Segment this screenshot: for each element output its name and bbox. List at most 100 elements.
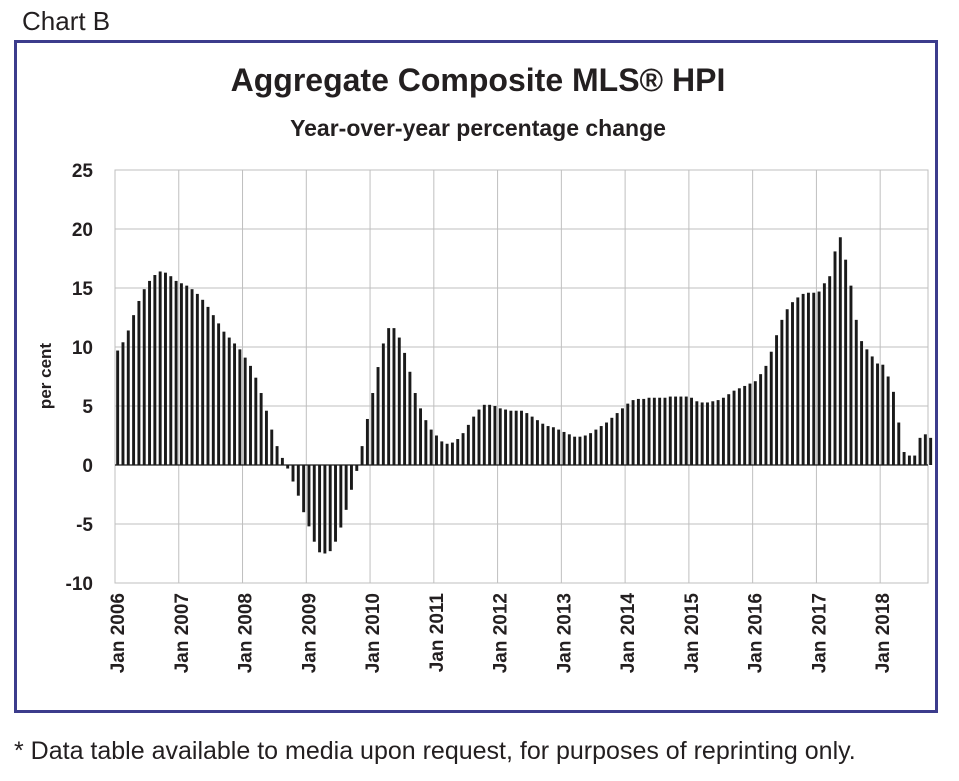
bar — [190, 289, 194, 465]
bar — [652, 397, 656, 465]
bar — [860, 341, 864, 465]
bar — [514, 410, 518, 465]
bar — [323, 465, 327, 554]
bar — [902, 452, 906, 465]
bar — [658, 397, 662, 465]
bar — [695, 401, 699, 465]
bar — [620, 408, 624, 465]
bar — [918, 437, 922, 465]
bar — [504, 409, 508, 465]
bar — [822, 283, 826, 465]
bar — [923, 434, 927, 465]
x-tick-label: Jan 2008 — [236, 593, 257, 673]
bar — [828, 276, 832, 465]
bar — [876, 363, 879, 465]
bar — [461, 433, 465, 465]
bar — [626, 403, 630, 465]
bar — [594, 429, 598, 465]
bar — [727, 394, 731, 465]
x-tick-label: Jan 2011 — [427, 593, 448, 673]
bar — [482, 404, 486, 465]
bar — [371, 393, 375, 465]
x-tick-label: Jan 2018 — [873, 593, 894, 673]
bar — [477, 409, 481, 465]
bar — [509, 410, 513, 465]
bar — [312, 465, 316, 542]
bar — [158, 271, 162, 465]
bar — [132, 315, 136, 465]
y-tick-label: 15 — [72, 279, 94, 300]
bar — [562, 431, 566, 465]
bar — [631, 400, 635, 465]
bar — [605, 422, 608, 465]
bar — [573, 436, 577, 465]
bar — [137, 300, 141, 465]
chart-frame — [14, 40, 938, 713]
bar — [520, 410, 523, 465]
bar — [780, 319, 784, 465]
bar — [440, 441, 444, 465]
bar — [185, 285, 189, 465]
bar — [753, 381, 757, 465]
bar — [700, 402, 704, 465]
bar — [610, 417, 614, 465]
bar — [488, 404, 492, 465]
bar — [450, 442, 454, 465]
bar — [663, 397, 667, 465]
bar — [392, 328, 396, 465]
bar — [870, 356, 874, 465]
bar — [567, 434, 571, 465]
bar — [865, 349, 869, 465]
bar — [142, 289, 146, 465]
bar — [833, 251, 837, 465]
bar — [254, 377, 258, 465]
bar — [164, 272, 167, 465]
bar — [785, 309, 789, 465]
bar — [280, 457, 284, 465]
bar — [429, 429, 433, 465]
bar — [907, 455, 911, 465]
bar — [121, 342, 125, 465]
bar — [334, 465, 337, 542]
bar — [381, 343, 385, 465]
bar — [498, 408, 502, 465]
y-tick-label: 25 — [72, 161, 94, 182]
bar — [599, 426, 603, 465]
bar — [195, 293, 199, 465]
bar — [881, 364, 885, 465]
bar — [344, 465, 348, 510]
bar — [286, 465, 290, 469]
bar — [355, 465, 359, 471]
bar — [264, 410, 268, 465]
bar — [838, 237, 842, 465]
bar — [668, 396, 672, 465]
bar — [318, 465, 322, 553]
y-tick-label: 5 — [82, 397, 93, 418]
bar — [849, 285, 853, 465]
chart-label: Chart B — [22, 6, 111, 36]
bar — [222, 331, 226, 465]
bar — [530, 416, 534, 465]
bar — [424, 420, 428, 465]
bar — [525, 413, 529, 465]
bar — [435, 435, 438, 465]
y-axis-label: per cent — [36, 343, 55, 409]
bar — [360, 446, 364, 465]
bar — [296, 465, 300, 496]
bar — [844, 259, 848, 465]
bar — [791, 302, 794, 465]
bar — [270, 429, 274, 465]
x-tick-label: Jan 2007 — [172, 593, 193, 673]
bar — [891, 391, 895, 465]
footnote: * Data table available to media upon req… — [14, 737, 856, 765]
bar — [169, 276, 173, 465]
bar — [211, 315, 215, 465]
bar — [642, 398, 646, 465]
bar — [403, 352, 407, 465]
bar — [456, 439, 460, 465]
bar — [249, 365, 252, 465]
bar — [126, 330, 130, 465]
bar — [748, 383, 752, 465]
bar — [419, 408, 423, 465]
bar — [259, 393, 263, 465]
